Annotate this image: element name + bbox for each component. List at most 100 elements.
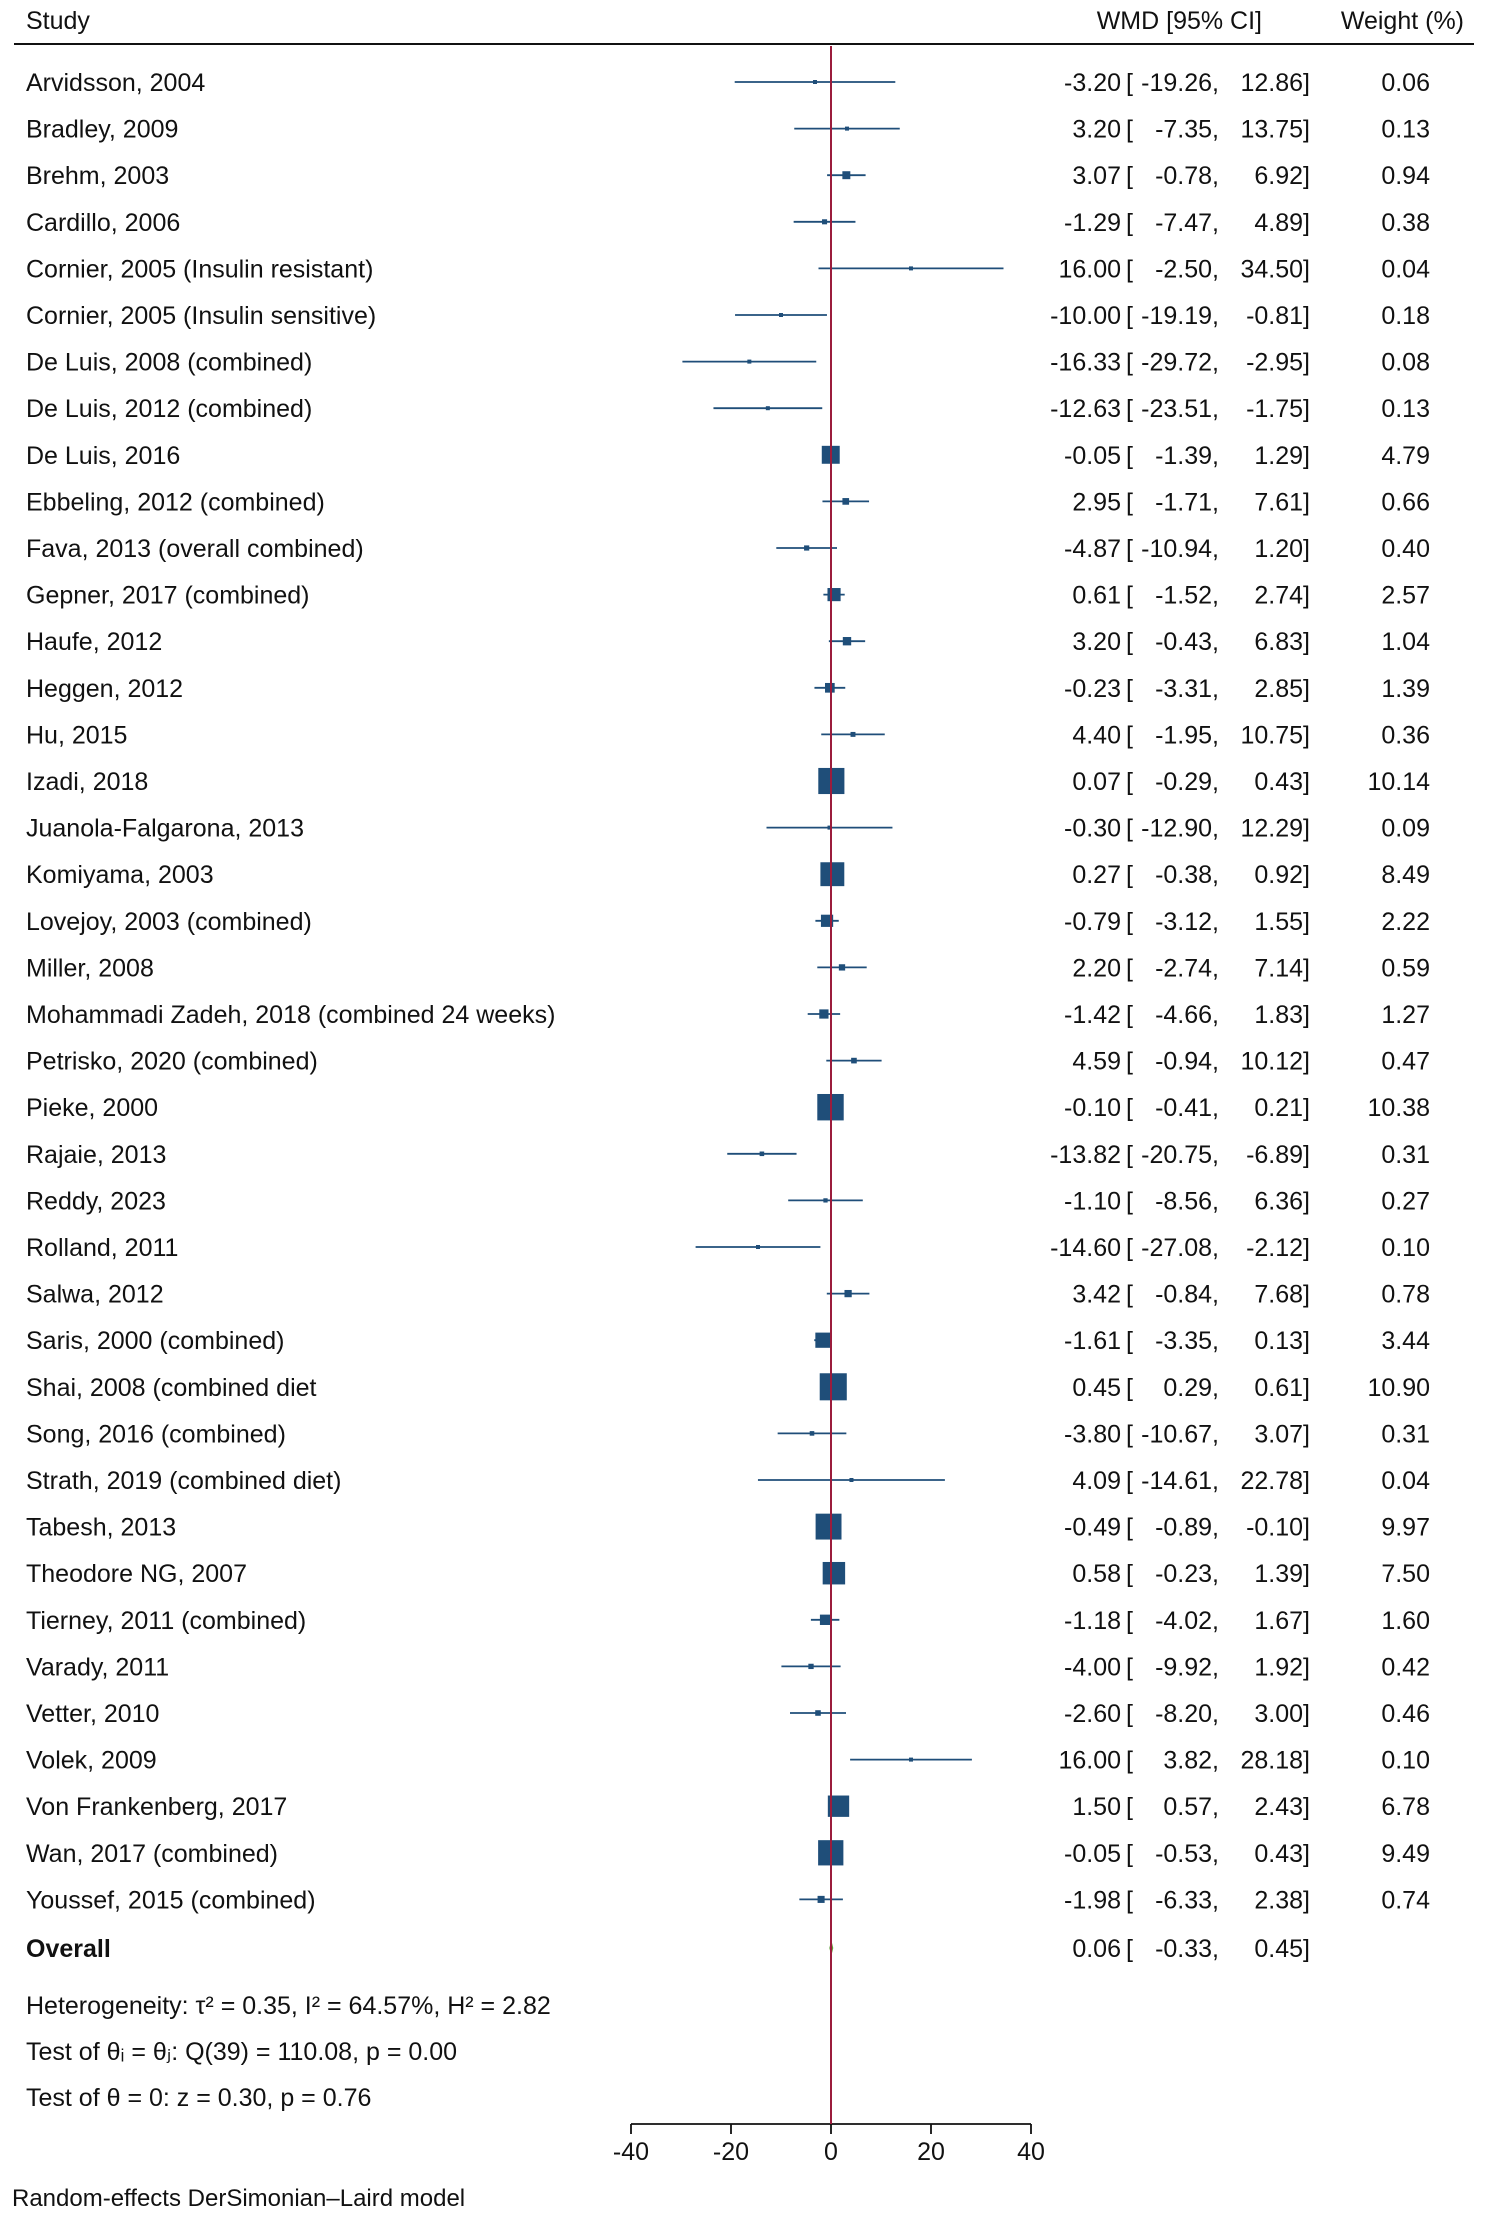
study-weight: 0.42 [1381,1653,1430,1681]
ci-lower: -3.31, [1155,675,1219,703]
ci-upper: 1.67] [1254,1607,1310,1635]
study-label: Reddy, 2023 [26,1187,166,1215]
study-label: Brehm, 2003 [26,162,169,190]
effect-marker [819,1009,829,1019]
study-weight: 0.94 [1381,162,1430,190]
effect-marker [819,1614,831,1625]
ci-upper: 0.43] [1254,1840,1310,1868]
ci-open-bracket: [ [1126,162,1133,190]
study-row: De Luis, 2012 (combined) -12.63[-23.51, -1… [26,395,1430,423]
ci-upper: 0.61] [1254,1374,1310,1402]
effect-marker [845,126,849,131]
ci-lower: -19.26, [1141,69,1219,97]
effect-estimate: 3.42 [1072,1281,1121,1309]
study-weight: 0.13 [1381,395,1430,423]
ci-lower: -4.66, [1155,1001,1219,1029]
study-row: Salwa, 2012 3.42[-0.84, 7.68] 0.78 [26,1281,1430,1309]
study-weight: 2.22 [1381,908,1430,936]
study-weight: 0.06 [1381,69,1430,97]
study-weight: 0.74 [1381,1886,1430,1914]
ci-lower: -3.35, [1155,1327,1219,1355]
study-row: Petrisko, 2020 (combined) 4.59[-0.94, 10.1… [26,1048,1430,1076]
study-label: Tabesh, 2013 [26,1514,176,1542]
ci-open-bracket: [ [1126,1281,1133,1309]
ci-upper: 1.55] [1254,908,1310,936]
study-label: Wan, 2017 (combined) [26,1840,278,1868]
effect-estimate: -0.10 [1064,1094,1121,1122]
ci-open-bracket: [ [1126,1234,1133,1262]
effect-marker [809,1431,815,1436]
ci-open-bracket: [ [1126,255,1133,283]
effect-estimate: 16.00 [1058,255,1121,283]
header-study: Study [26,7,90,35]
ci-lower: -8.20, [1155,1700,1219,1728]
effect-estimate: 4.59 [1072,1048,1121,1076]
study-row: Theodore NG, 2007 0.58[-0.23, 1.39] 7.50 [26,1560,1430,1588]
study-weight: 1.60 [1381,1607,1430,1635]
study-row: Shai, 2008 (combined diet 0.45[0.29, 0.61]… [26,1373,1430,1402]
ci-lower: -0.43, [1155,628,1219,656]
effect-estimate: 2.20 [1072,954,1121,982]
test-theta-text: Test of θ = 0: z = 0.30, p = 0.76 [26,2084,371,2112]
effect-marker [909,1757,913,1762]
study-row: Miller, 2008 2.20[-2.74, 7.14] 0.59 [26,954,1430,982]
ci-open-bracket: [ [1126,1793,1133,1821]
study-row: Heggen, 2012 -0.23[-3.31, 2.85] 1.39 [26,675,1430,703]
study-row: Gepner, 2017 (combined) 0.61[-1.52, 2.74] 2… [26,582,1430,610]
overall-ci-lower: -0.33, [1155,1935,1219,1963]
axis-tick-label: -40 [613,2138,649,2166]
ci-open-bracket: [ [1126,675,1133,703]
ci-upper: 2.85] [1254,675,1310,703]
study-row: Wan, 2017 (combined) -0.05[-0.53, 0.43] 9.4… [26,1840,1430,1868]
ci-open-bracket: [ [1126,535,1133,563]
study-label: Lovejoy, 2003 (combined) [26,908,312,936]
ci-upper: 2.38] [1254,1886,1310,1914]
ci-lower: -0.53, [1155,1840,1219,1868]
study-label: Petrisko, 2020 (combined) [26,1048,318,1076]
ci-open-bracket: [ [1126,1420,1133,1448]
ci-open-bracket: [ [1126,1700,1133,1728]
overall-ci-upper: 0.45] [1254,1935,1310,1963]
effect-estimate: -0.05 [1064,442,1121,470]
ci-lower: -23.51, [1141,395,1219,423]
x-axis: -40 -20 0 20 40 [613,2123,1045,2166]
ci-upper: 2.43] [1254,1793,1310,1821]
ci-lower: -2.74, [1155,954,1219,982]
study-label: Gepner, 2017 (combined) [26,582,310,610]
study-label: De Luis, 2016 [26,442,180,470]
ci-lower: -1.71, [1155,488,1219,516]
effect-estimate: -13.82 [1050,1141,1121,1169]
study-label: Volek, 2009 [26,1747,157,1775]
study-row: Rolland, 2011 -14.60[-27.08, -2.12] 0.10 [26,1234,1430,1262]
study-row: Strath, 2019 (combined diet) 4.09[-14.61,… [26,1467,1430,1495]
effect-marker [850,731,856,737]
effect-marker [849,1478,854,1482]
study-row: Von Frankenberg, 2017 1.50[0.57, 2.43] 6.78 [26,1793,1430,1821]
study-row: Cornier, 2005 (Insulin resistant) 16.00[-… [26,255,1430,283]
ci-open-bracket: [ [1126,488,1133,516]
ci-lower: -10.94, [1141,535,1219,563]
study-label: Bradley, 2009 [26,116,178,144]
effect-marker [851,1057,857,1064]
study-label: De Luis, 2012 (combined) [26,395,312,423]
ci-lower: -27.08, [1141,1234,1219,1262]
study-weight: 0.31 [1381,1141,1430,1169]
study-label: Komiyama, 2003 [26,861,214,889]
ci-open-bracket: [ [1126,69,1133,97]
study-weight: 0.46 [1381,1700,1430,1728]
overall-row: Overall 0.06[-0.33, 0.45] [26,1935,1310,1963]
effect-estimate: 0.27 [1072,861,1121,889]
effect-estimate: -0.05 [1064,1840,1121,1868]
ci-lower: -0.78, [1155,162,1219,190]
ci-open-bracket: [ [1126,1886,1133,1914]
study-row: Rajaie, 2013 -13.82[-20.75, -6.89] 0.31 [26,1141,1430,1169]
effect-estimate: -16.33 [1050,349,1121,377]
study-weight: 10.14 [1367,768,1430,796]
effect-estimate: 4.09 [1072,1467,1121,1495]
study-weight: 9.97 [1381,1514,1430,1542]
ci-lower: -0.38, [1155,861,1219,889]
ci-lower: -3.12, [1155,908,1219,936]
study-row: De Luis, 2008 (combined) -16.33[-29.72, -2… [26,349,1430,377]
study-weight: 0.10 [1381,1747,1430,1775]
ci-open-bracket: [ [1126,1747,1133,1775]
